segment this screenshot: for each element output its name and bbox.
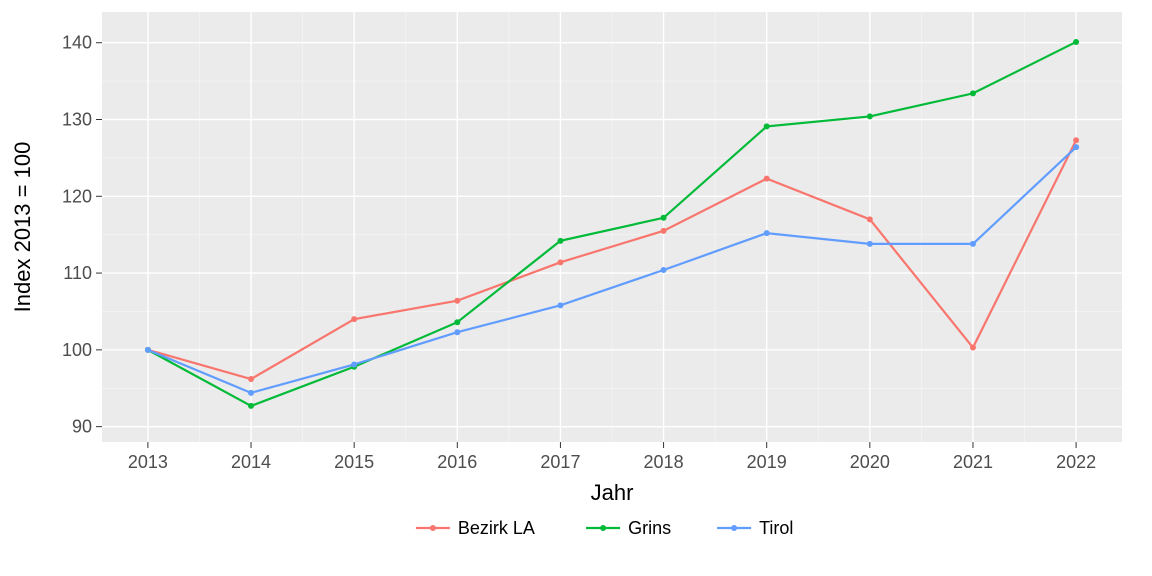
x-axis-label: Jahr bbox=[591, 480, 634, 505]
series-point bbox=[454, 329, 460, 335]
x-tick-label: 2022 bbox=[1056, 452, 1096, 472]
x-tick-label: 2019 bbox=[747, 452, 787, 472]
y-tick-label: 120 bbox=[62, 186, 92, 206]
x-tick-label: 2015 bbox=[334, 452, 374, 472]
legend-key-point bbox=[600, 525, 606, 531]
series-point bbox=[764, 230, 770, 236]
series-point bbox=[867, 216, 873, 222]
x-tick-label: 2016 bbox=[437, 452, 477, 472]
y-tick-label: 100 bbox=[62, 340, 92, 360]
series-point bbox=[454, 298, 460, 304]
legend-label: Bezirk LA bbox=[458, 518, 535, 538]
x-tick-label: 2013 bbox=[128, 452, 168, 472]
series-point bbox=[557, 302, 563, 308]
x-tick-label: 2021 bbox=[953, 452, 993, 472]
series-point bbox=[867, 113, 873, 119]
series-point bbox=[248, 390, 254, 396]
y-tick-label: 130 bbox=[62, 110, 92, 130]
x-tick-label: 2020 bbox=[850, 452, 890, 472]
series-point bbox=[351, 361, 357, 367]
legend-item: Tirol bbox=[717, 518, 793, 538]
legend-label: Tirol bbox=[759, 518, 793, 538]
series-point bbox=[1073, 144, 1079, 150]
series-point bbox=[764, 123, 770, 129]
series-point bbox=[764, 176, 770, 182]
series-point bbox=[248, 403, 254, 409]
series-point bbox=[661, 228, 667, 234]
y-tick-label: 140 bbox=[62, 33, 92, 53]
line-chart: 2013 2014 2015 2016 2017 2018 2019 2020 2021 2022… bbox=[0, 0, 1152, 576]
series-point bbox=[557, 238, 563, 244]
series-point bbox=[661, 267, 667, 273]
series-point bbox=[1073, 137, 1079, 143]
series-point bbox=[661, 215, 667, 221]
y-axis-label: Index 2013 = 100 bbox=[10, 142, 35, 313]
series-point bbox=[970, 90, 976, 96]
legend-item: Grins bbox=[586, 518, 671, 538]
series-point bbox=[970, 241, 976, 247]
legend-label: Grins bbox=[628, 518, 671, 538]
series-point bbox=[867, 241, 873, 247]
y-tick-label: 90 bbox=[72, 417, 92, 437]
legend-key-point bbox=[430, 525, 436, 531]
x-tick-label: 2017 bbox=[540, 452, 580, 472]
series-point bbox=[970, 345, 976, 351]
y-tick-label: 110 bbox=[63, 263, 92, 283]
series-point bbox=[557, 259, 563, 265]
series-point bbox=[1073, 39, 1079, 45]
x-tick-label: 2014 bbox=[231, 452, 271, 472]
series-point bbox=[351, 316, 357, 322]
legend-key-point bbox=[731, 525, 737, 531]
legend-item: Bezirk LA bbox=[416, 518, 535, 538]
x-tick-label: 2018 bbox=[644, 452, 684, 472]
series-point bbox=[454, 319, 460, 325]
series-point bbox=[145, 347, 151, 353]
series-point bbox=[248, 376, 254, 382]
